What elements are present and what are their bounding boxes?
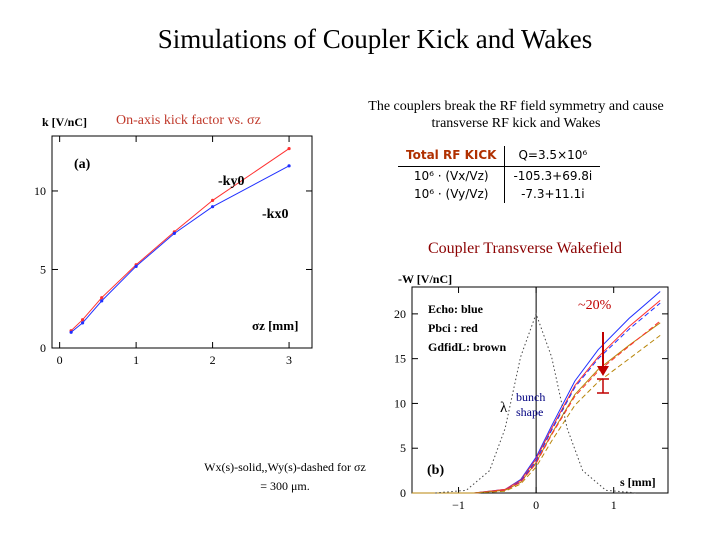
legend-entry: GdfidL: brown: [428, 340, 506, 354]
series-line: [435, 312, 638, 494]
x-axis-label: s [mm]: [620, 475, 656, 489]
series-line: [412, 335, 661, 494]
arrow-head-icon: [597, 366, 609, 376]
data-point: [134, 264, 138, 268]
data-point: [100, 299, 104, 303]
series-line: [412, 302, 661, 494]
series-label: -kx0: [262, 207, 288, 222]
rf-kick-table: Total RF KICK Q=3.5×10⁶ 10⁶ · (Vx/Vz) -1…: [398, 146, 601, 203]
caption-line: Wx(s)-solid,,Wy(s)-dashed for σz: [204, 460, 366, 474]
table-cell: -105.3+69.8i: [513, 169, 593, 183]
wakefield-title: Coupler Transverse Wakefield: [428, 240, 622, 257]
table-row: 10⁶ · (Vx/Vz) -105.3+69.8i: [398, 166, 600, 185]
x-tick-label: 0: [533, 498, 539, 512]
y-tick-label: 0: [400, 486, 406, 500]
rf-kick-table-header: Total RF KICK Q=3.5×10⁶: [398, 146, 601, 167]
y-tick-label: 10: [394, 396, 406, 410]
y-axis-label: k [V/nC]: [42, 115, 87, 129]
data-point: [287, 146, 291, 151]
caption-line: = 300 μm.: [260, 478, 310, 493]
table-header-cell: Q=3.5×10⁶: [504, 146, 601, 167]
plot-frame: [51, 135, 313, 349]
lambda-label: λ: [500, 400, 508, 416]
table-row: 10⁶ · (Vy/Vz) -7.3+11.1i: [398, 185, 600, 203]
series-line: [412, 320, 661, 494]
data-point: [80, 318, 85, 322]
panel-label: (b): [427, 463, 444, 478]
plot-frame: [411, 286, 669, 494]
x-tick-label: 2: [210, 353, 216, 367]
y-tick-label: 5: [400, 441, 406, 455]
panel-label: (a): [74, 157, 91, 172]
data-point: [287, 164, 291, 168]
x-axis-label: σz [mm]: [252, 318, 298, 333]
coupler-description: The couplers break the RF field symmetry…: [368, 99, 664, 131]
table-cell: 10⁶ · (Vx/Vz): [398, 166, 506, 185]
data-point: [69, 330, 73, 334]
y-tick-label: 0: [40, 341, 46, 355]
data-point: [210, 198, 215, 202]
x-tick-label: 0: [57, 353, 63, 367]
x-tick-label: −1: [452, 498, 465, 512]
page-title: Simulations of Coupler Kick and Wakes: [157, 24, 593, 54]
table-cell: -7.3+11.1i: [521, 187, 585, 201]
x-tick-label: 1: [611, 498, 617, 512]
legend-entry: Pbci : red: [428, 321, 478, 335]
table-header-cell: Total RF KICK: [398, 146, 506, 167]
series-label: -ky0: [218, 174, 244, 189]
data-point: [210, 205, 215, 209]
wakefield-caption: Wx(s)-solid,,Wy(s)-dashed for σz = 300 μ…: [170, 458, 400, 495]
y-tick-label: 10: [34, 184, 46, 198]
bunch-shape-label: bunch shape: [516, 390, 548, 419]
data-point: [80, 321, 85, 325]
data-point: [172, 231, 176, 235]
percent-annotation: ~20%: [578, 298, 612, 313]
x-tick-label: 1: [133, 353, 139, 367]
y-axis-label: -W [V/nC]: [398, 272, 452, 286]
y-tick-label: 15: [394, 352, 406, 366]
table-cell: 10⁶ · (Vy/Vz): [398, 185, 506, 203]
y-tick-label: 5: [40, 262, 46, 276]
data-point: [100, 296, 104, 300]
legend-entry: Echo: blue: [428, 302, 484, 316]
y-tick-label: 20: [394, 307, 406, 321]
x-tick-label: 3: [286, 353, 292, 367]
kick-factor-caption: On-axis kick factor vs. σz: [116, 113, 261, 128]
